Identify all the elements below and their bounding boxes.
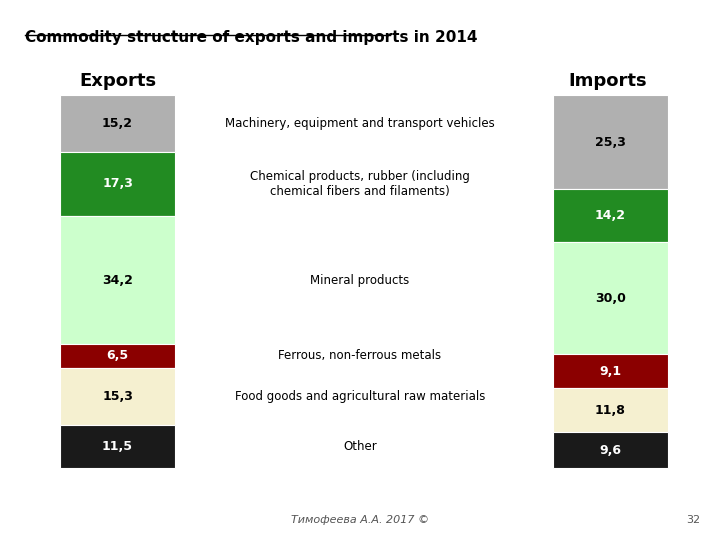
Text: 15,2: 15,2: [102, 117, 133, 130]
Text: Exports: Exports: [79, 72, 156, 90]
Text: 11,5: 11,5: [102, 440, 133, 453]
Bar: [553, 242, 668, 354]
Text: Other: Other: [343, 440, 377, 453]
Text: Imports: Imports: [569, 72, 647, 90]
Bar: [553, 190, 668, 242]
Text: 32: 32: [686, 515, 700, 525]
Text: 14,2: 14,2: [595, 210, 626, 222]
Bar: [60, 152, 175, 216]
Text: Food goods and agricultural raw materials: Food goods and agricultural raw material…: [235, 390, 485, 403]
Text: 6,5: 6,5: [107, 349, 129, 362]
Text: 15,3: 15,3: [102, 390, 133, 403]
Text: Mineral products: Mineral products: [310, 273, 410, 287]
Text: 25,3: 25,3: [595, 136, 626, 148]
Bar: [60, 344, 175, 368]
Bar: [553, 354, 668, 388]
Text: Chemical products, rubber (including
chemical fibers and filaments): Chemical products, rubber (including che…: [250, 170, 470, 198]
Text: 11,8: 11,8: [595, 404, 626, 417]
Bar: [60, 368, 175, 425]
Text: Machinery, equipment and transport vehicles: Machinery, equipment and transport vehic…: [225, 117, 495, 130]
Bar: [553, 95, 668, 190]
Text: Тимофеева А.А. 2017 ©: Тимофеева А.А. 2017 ©: [291, 515, 429, 525]
Text: 34,2: 34,2: [102, 273, 133, 287]
Bar: [60, 216, 175, 344]
Bar: [553, 388, 668, 432]
Bar: [60, 95, 175, 152]
Text: 30,0: 30,0: [595, 292, 626, 305]
Text: Commodity structure of exports and imports in 2014: Commodity structure of exports and impor…: [25, 30, 477, 45]
Bar: [553, 432, 668, 468]
Text: Ferrous, non-ferrous metals: Ferrous, non-ferrous metals: [279, 349, 441, 362]
Text: 9,1: 9,1: [600, 364, 621, 377]
Text: 9,6: 9,6: [600, 443, 621, 457]
Bar: [60, 425, 175, 468]
Text: 17,3: 17,3: [102, 178, 133, 191]
